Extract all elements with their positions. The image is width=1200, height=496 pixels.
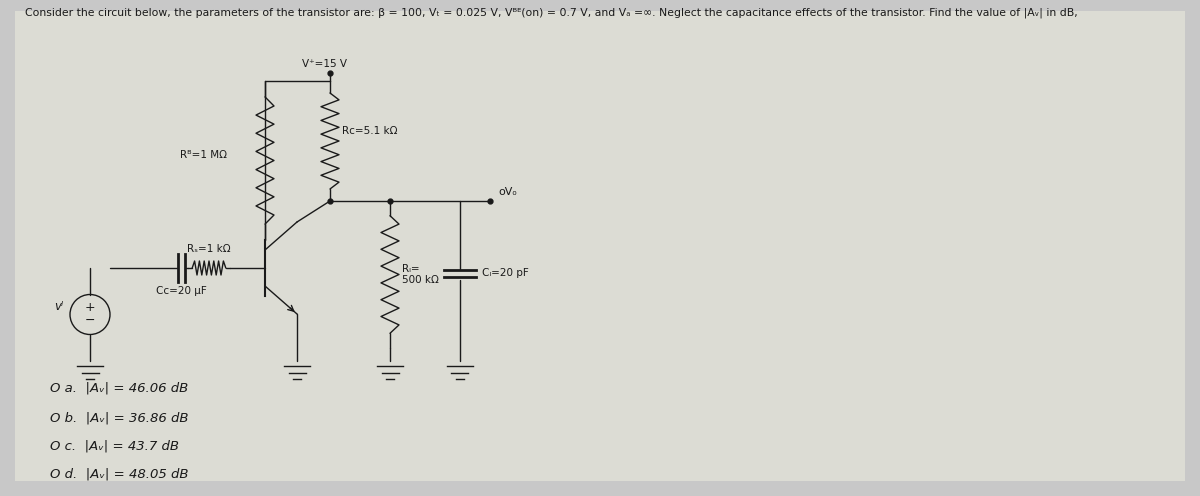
- Text: Cₗ=20 pF: Cₗ=20 pF: [482, 268, 529, 278]
- Text: oVₒ: oVₒ: [498, 187, 517, 197]
- Text: Rᴄ=5.1 kΩ: Rᴄ=5.1 kΩ: [342, 126, 397, 136]
- Text: Rₛ=1 kΩ: Rₛ=1 kΩ: [187, 244, 230, 254]
- Text: O c.  |Aᵥ| = 43.7 dB: O c. |Aᵥ| = 43.7 dB: [50, 439, 179, 452]
- Text: O b.  |Aᵥ| = 36.86 dB: O b. |Aᵥ| = 36.86 dB: [50, 412, 188, 425]
- Text: Rᴮ=1 MΩ: Rᴮ=1 MΩ: [180, 150, 227, 161]
- Text: Cᴄ=20 μF: Cᴄ=20 μF: [156, 286, 206, 296]
- Text: V⁺=15 V: V⁺=15 V: [302, 59, 348, 69]
- Text: O a.  |Aᵥ| = 46.06 dB: O a. |Aᵥ| = 46.06 dB: [50, 381, 188, 394]
- Text: vᴵ: vᴵ: [54, 300, 64, 313]
- Text: Consider the circuit below, the parameters of the transistor are: β = 100, Vₜ = : Consider the circuit below, the paramete…: [25, 8, 1078, 18]
- Text: O d.  |Aᵥ| = 48.05 dB: O d. |Aᵥ| = 48.05 dB: [50, 468, 188, 481]
- Text: Rₗ=
500 kΩ: Rₗ= 500 kΩ: [402, 264, 439, 285]
- Text: +: +: [85, 301, 95, 314]
- Text: −: −: [85, 314, 95, 327]
- FancyBboxPatch shape: [14, 11, 1186, 481]
